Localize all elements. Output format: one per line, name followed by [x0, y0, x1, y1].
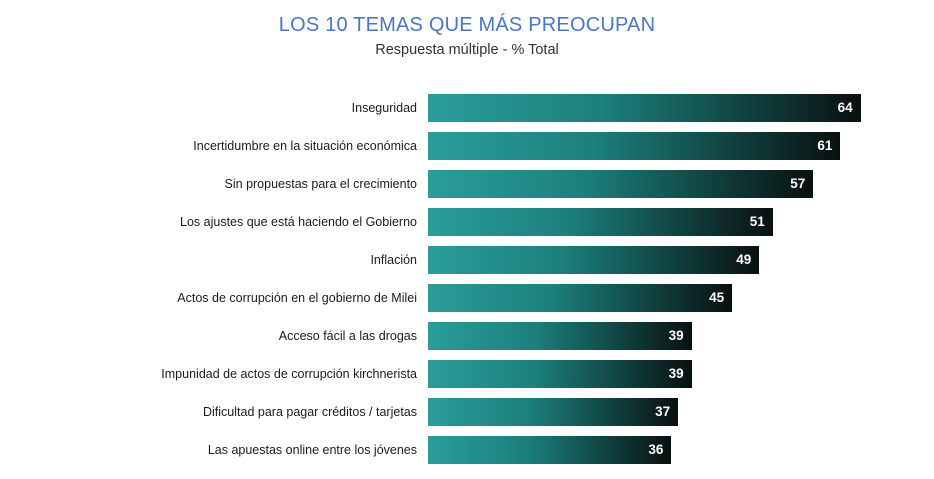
bar-category-label: Las apuestas online entre los jóvenes	[207, 443, 417, 457]
bar-row: Dificultad para pagar créditos / tarjeta…	[0, 398, 934, 426]
bar-fill[interactable]: 45	[428, 284, 733, 312]
bar-fill[interactable]: 39	[428, 360, 692, 388]
bar-fill[interactable]: 64	[428, 94, 861, 122]
bar-fill[interactable]: 51	[428, 208, 773, 236]
bar-category-label: Dificultad para pagar créditos / tarjeta…	[203, 405, 417, 419]
plot-area: Inseguridad 64 Incertidumbre en la situaci…	[0, 88, 934, 479]
bar-row: Inflación 49	[0, 246, 934, 274]
bar-track: 37	[428, 398, 679, 426]
bar-track: 51	[428, 208, 773, 236]
bar-row: Las apuestas online entre los jóvenes 36	[0, 436, 934, 464]
bar-value-label: 49	[736, 252, 752, 267]
bar-track: 49	[428, 246, 760, 274]
bar-category-label: Impunidad de actos de corrupción kirchne…	[161, 367, 417, 381]
bar-value-label: 57	[790, 176, 806, 191]
bar-fill[interactable]: 57	[428, 170, 814, 198]
bar-track: 39	[428, 360, 692, 388]
bar-track: 45	[428, 284, 733, 312]
bar-value-label: 45	[709, 290, 725, 305]
bar-fill[interactable]: 61	[428, 132, 841, 160]
bar-category-label: Inflación	[370, 253, 417, 267]
bar-track: 64	[428, 94, 861, 122]
bar-row: Sin propuestas para el crecimiento 57	[0, 170, 934, 198]
bar-category-label: Los ajustes que está haciendo el Gobiern…	[180, 215, 417, 229]
bar-fill[interactable]: 39	[428, 322, 692, 350]
bar-value-label: 37	[655, 404, 671, 419]
bar-track: 61	[428, 132, 841, 160]
bar-value-label: 51	[749, 214, 765, 229]
bar-category-label: Sin propuestas para el crecimiento	[224, 177, 417, 191]
bar-value-label: 39	[668, 366, 684, 381]
bar-value-label: 36	[648, 442, 664, 457]
bar-category-label: Actos de corrupción en el gobierno de Mi…	[177, 291, 417, 305]
bar-row: Inseguridad 64	[0, 94, 934, 122]
bar-row: Acceso fácil a las drogas 39	[0, 322, 934, 350]
bar-row: Actos de corrupción en el gobierno de Mi…	[0, 284, 934, 312]
bar-fill[interactable]: 36	[428, 436, 672, 464]
bar-fill[interactable]: 37	[428, 398, 679, 426]
bar-track: 36	[428, 436, 672, 464]
bar-row: Los ajustes que está haciendo el Gobiern…	[0, 208, 934, 236]
bar-row: Impunidad de actos de corrupción kirchne…	[0, 360, 934, 388]
chart-subtitle: Respuesta múltiple - % Total	[375, 42, 559, 58]
bar-category-label: Inseguridad	[351, 101, 417, 115]
bar-track: 57	[428, 170, 814, 198]
bar-track: 39	[428, 322, 692, 350]
bar-row: Incertidumbre en la situación económica 6…	[0, 132, 934, 160]
chart-title: LOS 10 TEMAS QUE MÁS PREOCUPAN	[278, 14, 656, 36]
bar-category-label: Acceso fácil a las drogas	[278, 329, 417, 343]
bar-value-label: 39	[668, 328, 684, 343]
bar-category-label: Incertidumbre en la situación económica	[193, 139, 417, 153]
bar-value-label: 64	[837, 100, 853, 115]
bar-fill[interactable]: 49	[428, 246, 760, 274]
bar-value-label: 61	[817, 138, 833, 153]
